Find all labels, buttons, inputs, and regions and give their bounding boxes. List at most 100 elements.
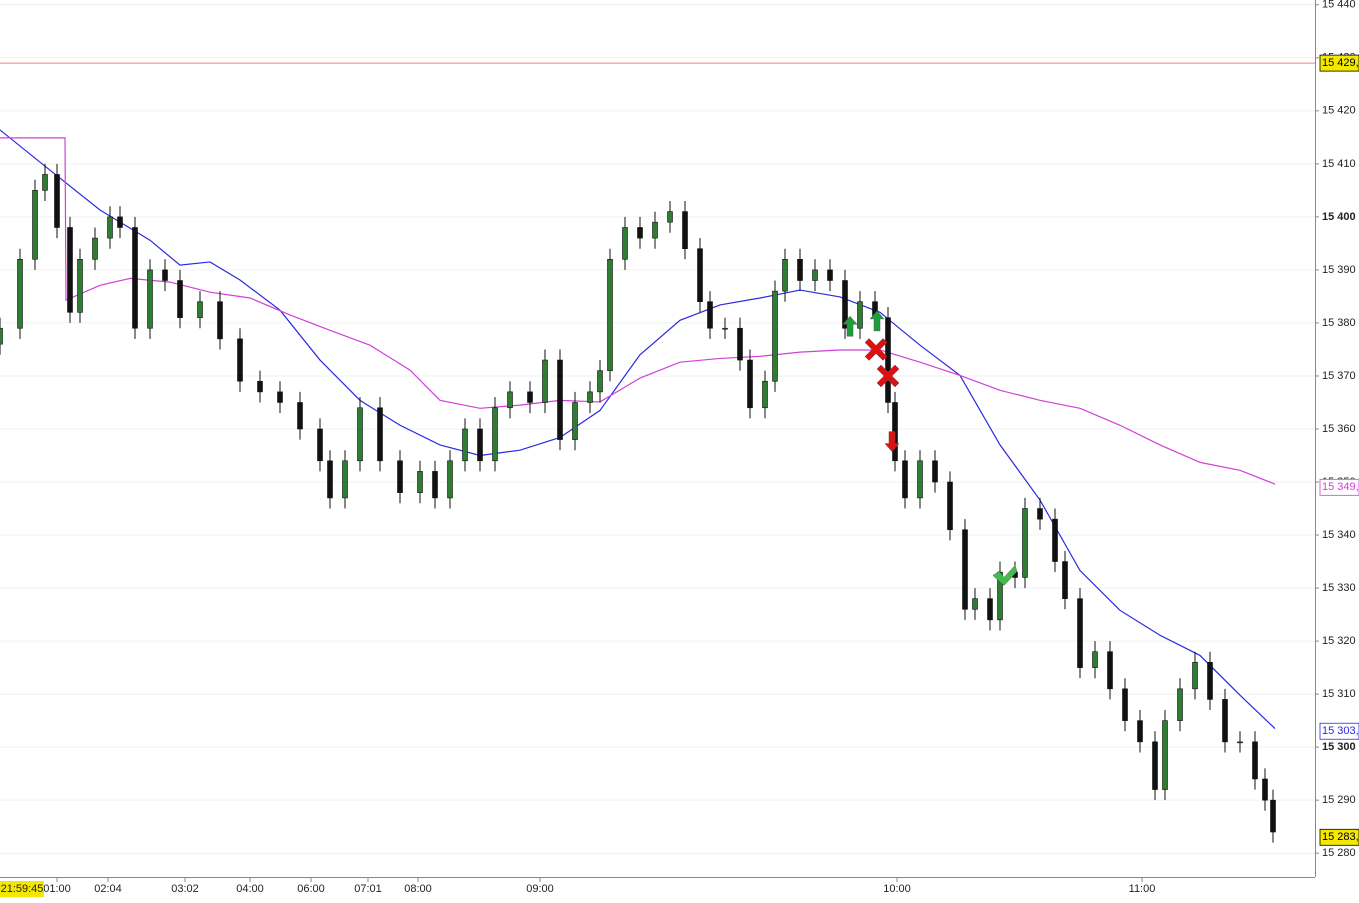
candle-body bbox=[117, 216, 123, 228]
price-label-bg bbox=[1319, 478, 1359, 496]
candle-body bbox=[1052, 518, 1058, 562]
x-tick-label: 07:01 bbox=[354, 883, 382, 895]
candle-body bbox=[707, 301, 713, 329]
trade-marker bbox=[864, 338, 888, 361]
candle-body bbox=[462, 428, 468, 462]
x-tick-label: 01:00 bbox=[43, 883, 71, 895]
candle-body bbox=[652, 221, 658, 239]
trade-marker bbox=[884, 431, 900, 452]
y-tick-label: 15 400 bbox=[1322, 211, 1356, 223]
candle-body bbox=[132, 227, 138, 329]
trade-marker bbox=[842, 315, 858, 337]
candle-body bbox=[572, 402, 578, 440]
candle-body bbox=[67, 227, 73, 313]
y-tick-label: 15 370 bbox=[1322, 370, 1356, 382]
candle-body bbox=[1077, 598, 1083, 668]
x-tick-label: 10:00 bbox=[883, 883, 911, 895]
y-tick-label: 15 280 bbox=[1322, 847, 1356, 859]
candle-body bbox=[972, 598, 978, 610]
candle-body bbox=[667, 211, 673, 223]
candle-body bbox=[722, 327, 728, 330]
candle-body bbox=[932, 460, 938, 483]
candle-body bbox=[587, 391, 593, 403]
candle-body bbox=[1207, 662, 1213, 700]
price-label: 15 429, bbox=[1322, 57, 1359, 69]
candle-body bbox=[237, 338, 243, 382]
x-tick-label: 08:00 bbox=[404, 883, 432, 895]
candle-body bbox=[997, 571, 1003, 621]
y-tick-label: 15 300 bbox=[1322, 741, 1356, 753]
candle-body bbox=[1022, 508, 1028, 578]
y-tick-label: 15 310 bbox=[1322, 688, 1356, 700]
candle-body bbox=[277, 391, 283, 403]
candle-body bbox=[902, 460, 908, 499]
candle-body bbox=[1122, 688, 1128, 721]
candle-body bbox=[987, 598, 993, 621]
candle-body bbox=[377, 407, 383, 462]
candle-body bbox=[447, 460, 453, 499]
y-tick-label: 15 440 bbox=[1322, 0, 1356, 11]
moving-average bbox=[0, 137, 1276, 485]
price-label-bg bbox=[1319, 828, 1359, 846]
y-tick-label: 15 330 bbox=[1322, 582, 1356, 594]
candle-body bbox=[682, 211, 688, 249]
candle-body bbox=[177, 280, 183, 318]
candle-body bbox=[762, 380, 768, 409]
y-tick-label: 15 360 bbox=[1322, 423, 1356, 435]
candle-body bbox=[477, 428, 483, 462]
x-tick-label: 02:04 bbox=[94, 883, 122, 895]
y-tick-label: 15 420 bbox=[1322, 105, 1356, 117]
candle-body bbox=[947, 481, 953, 531]
price-label-bg bbox=[1319, 722, 1359, 740]
candle-body bbox=[317, 428, 323, 462]
price-label-bg bbox=[1319, 54, 1359, 72]
candle-body bbox=[42, 174, 48, 191]
candle-body bbox=[737, 327, 743, 361]
x-tick-label: 06:00 bbox=[297, 883, 325, 895]
candle-body bbox=[107, 216, 113, 239]
candle-body bbox=[597, 370, 603, 393]
candle-body bbox=[32, 190, 38, 260]
y-tick-label: 15 290 bbox=[1322, 794, 1356, 806]
candle-body bbox=[327, 460, 333, 499]
candle-body bbox=[397, 460, 403, 493]
candle-body bbox=[147, 269, 153, 329]
price-label: 15 283, bbox=[1322, 831, 1359, 843]
candle-body bbox=[0, 327, 3, 345]
candle-body bbox=[1037, 508, 1043, 520]
candle-body bbox=[1192, 662, 1198, 690]
candle-body bbox=[77, 259, 83, 313]
candle-body bbox=[797, 259, 803, 281]
candle-body bbox=[1262, 778, 1268, 801]
x-tick-label: 09:00 bbox=[526, 883, 554, 895]
candle-body bbox=[257, 380, 263, 393]
candle-body bbox=[607, 259, 613, 371]
cursor-label-bg bbox=[0, 881, 44, 897]
candle-body bbox=[417, 471, 423, 493]
candle-body bbox=[1162, 720, 1168, 790]
candle-body bbox=[827, 269, 833, 281]
candle-body bbox=[92, 237, 98, 260]
y-tick-label: 15 340 bbox=[1322, 529, 1356, 541]
candle-body bbox=[1270, 799, 1276, 833]
candle-body bbox=[812, 269, 818, 281]
x-tick-label: 04:00 bbox=[236, 883, 264, 895]
candle-body bbox=[772, 290, 778, 382]
candle-body bbox=[857, 301, 863, 329]
candle-body bbox=[1237, 741, 1243, 744]
candle-body bbox=[17, 259, 23, 329]
trade-marker bbox=[876, 364, 900, 388]
candle-body bbox=[622, 227, 628, 260]
candle-body bbox=[342, 460, 348, 499]
candle-body bbox=[1137, 720, 1143, 743]
cursor-label: 21:59:45 bbox=[1, 883, 44, 895]
x-tick-label: 11:00 bbox=[1129, 883, 1156, 895]
trade-marker bbox=[869, 310, 885, 332]
price-label: 15 303, bbox=[1322, 725, 1359, 737]
candle-body bbox=[1252, 741, 1258, 780]
x-tick-label: 03:02 bbox=[171, 883, 199, 895]
candle-body bbox=[432, 471, 438, 499]
candle-body bbox=[1177, 688, 1183, 721]
